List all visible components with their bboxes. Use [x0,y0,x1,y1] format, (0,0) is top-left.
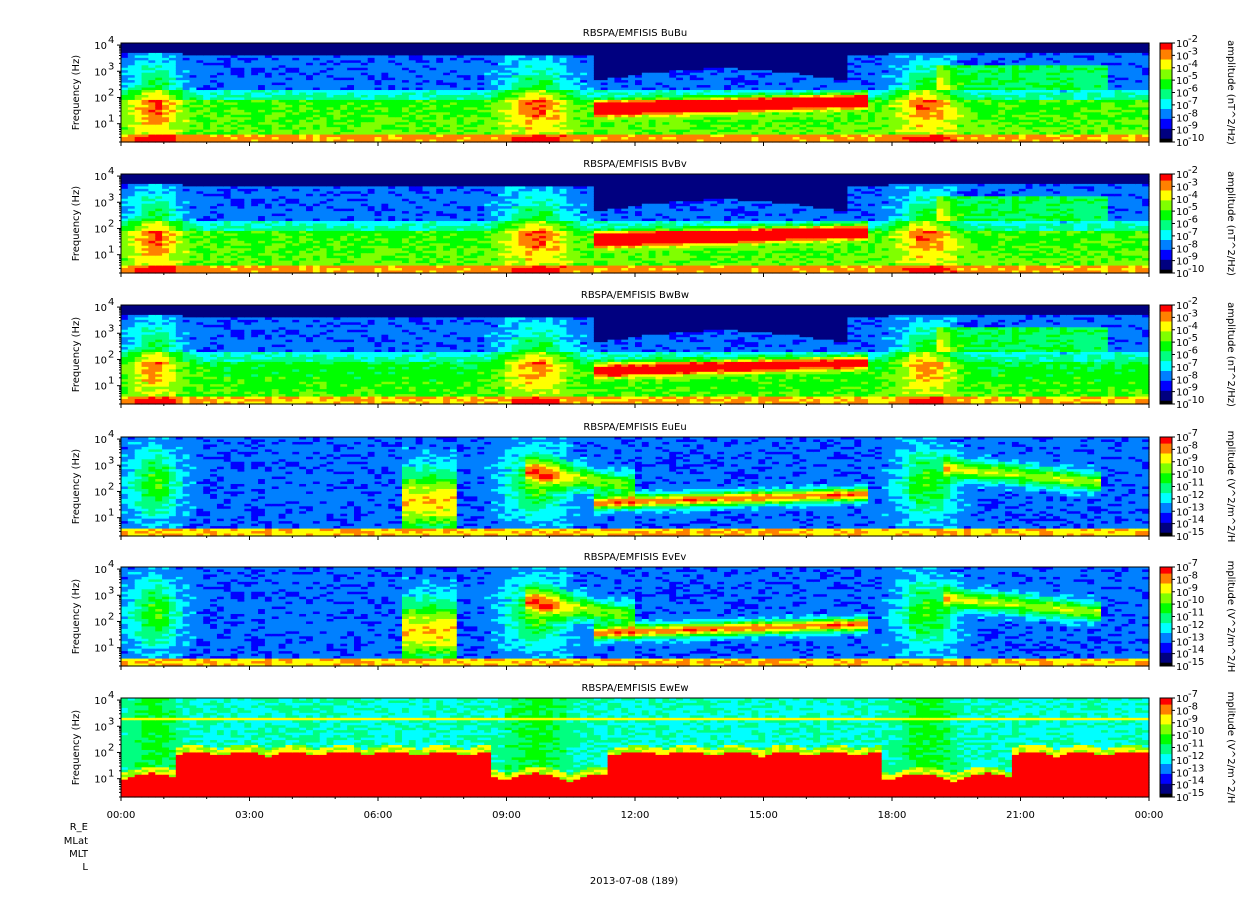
heatmap-cells [121,43,1150,143]
panel-title: RBSPA/EMFISIS BuBu [583,28,687,39]
panel-bubu: RBSPA/EMFISIS BuBu101102103104Frequency … [71,28,1236,149]
panels-layer: RBSPA/EMFISIS BuBu101102103104Frequency … [71,28,1236,804]
